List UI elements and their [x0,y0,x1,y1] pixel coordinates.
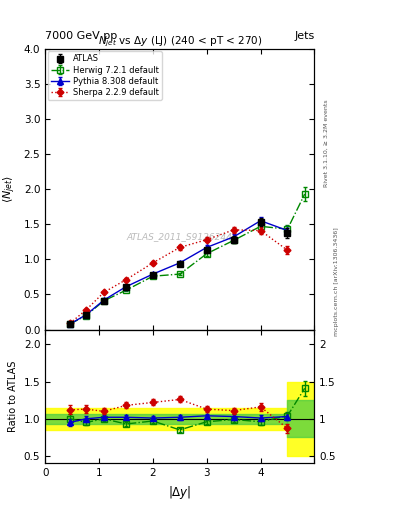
Title: $N_{jet}$ vs $\Delta y$ (LJ) (240 < pT < 270): $N_{jet}$ vs $\Delta y$ (LJ) (240 < pT <… [97,34,262,49]
Text: Jets: Jets [294,31,314,41]
Text: 7000 GeV pp: 7000 GeV pp [45,31,118,41]
Legend: ATLAS, Herwig 7.2.1 default, Pythia 8.308 default, Sherpa 2.2.9 default: ATLAS, Herwig 7.2.1 default, Pythia 8.30… [48,51,162,100]
X-axis label: $|\Delta y|$: $|\Delta y|$ [168,484,191,501]
Text: mcplots.cern.ch [arXiv:1306.3436]: mcplots.cern.ch [arXiv:1306.3436] [334,227,339,336]
Text: ATLAS_2011_S9126244: ATLAS_2011_S9126244 [127,232,233,241]
Y-axis label: $\langle N_{jet}\rangle$: $\langle N_{jet}\rangle$ [2,175,18,203]
Y-axis label: Ratio to ATLAS: Ratio to ATLAS [8,361,18,432]
Text: Rivet 3.1.10, ≥ 3.2M events: Rivet 3.1.10, ≥ 3.2M events [324,99,329,187]
